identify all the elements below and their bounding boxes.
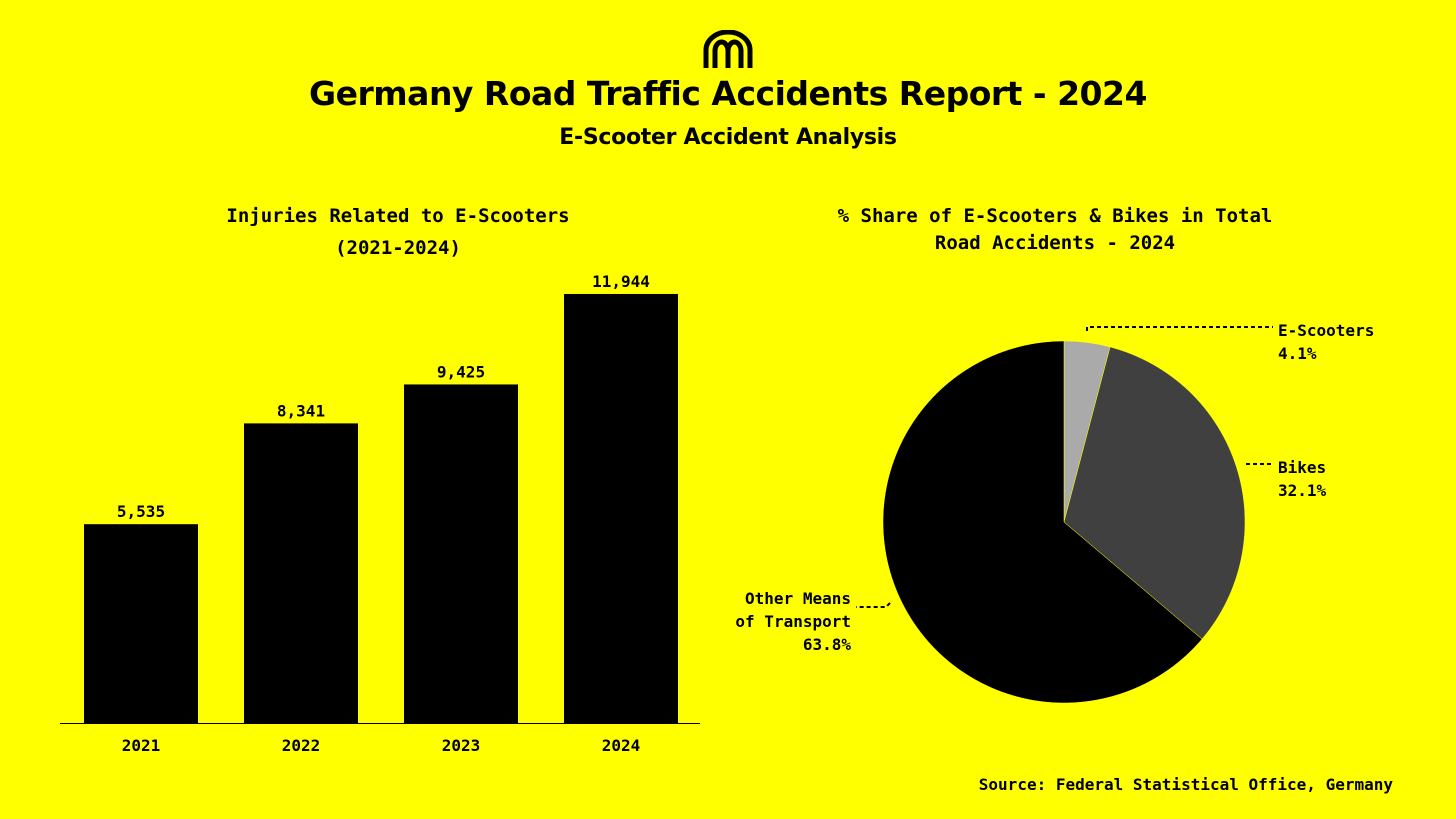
bar-value-label: 11,944 — [592, 272, 650, 291]
m-arches-logo-icon — [703, 30, 753, 68]
pie-percent-label: 32.1% — [1278, 481, 1327, 500]
bar-2023 — [404, 384, 518, 723]
pie-slice-bikes — [1063, 346, 1246, 640]
source-note: Source: Federal Statistical Office, Germ… — [978, 775, 1393, 794]
bar-value-label: 5,535 — [117, 502, 165, 521]
pie-percent-label: 4.1% — [1278, 344, 1317, 363]
pie-chart-title-line2: Road Accidents - 2024 — [934, 232, 1176, 254]
page-title: Germany Road Traffic Accidents Report - … — [309, 74, 1147, 113]
pie-chart-title: % Share of E-Scooters & Bikes in Total R… — [780, 203, 1330, 257]
bar-value-label: 8,341 — [277, 401, 325, 420]
pie-category-label: E-Scooters — [1278, 321, 1374, 340]
pie-leader-line — [856, 602, 891, 608]
x-tick-label: 2022 — [282, 736, 321, 755]
pie-percent-label: 63.8% — [803, 635, 852, 654]
bar-2022 — [244, 423, 358, 723]
x-tick-label: 2021 — [122, 736, 161, 755]
bar-chart-title-line2: (2021-2024) — [335, 237, 461, 259]
pie-chart-title-line1: % Share of E-Scooters & Bikes in Total — [837, 205, 1273, 227]
bar-chart: 5,535 2021 8,341 2022 9,425 2023 11,944 2024 — [60, 272, 700, 755]
pie-category-label: of Transport — [735, 612, 851, 631]
x-tick-label: 2023 — [442, 736, 481, 755]
pie-slice-other-means-of-transport — [882, 340, 1203, 704]
bar-2021 — [84, 524, 198, 723]
pie-leader-line — [1086, 326, 1273, 331]
bar-2024 — [564, 293, 678, 723]
x-tick-label: 2024 — [602, 736, 641, 755]
bar-chart-title-line1: Injuries Related to E-Scooters — [226, 205, 570, 227]
bar-value-label: 9,425 — [437, 362, 485, 381]
pie-category-label: Bikes — [1278, 458, 1326, 477]
page-subtitle: E-Scooter Accident Analysis — [559, 125, 897, 150]
pie-category-label: Other Means — [745, 589, 851, 608]
bar-chart-title: Injuries Related to E-Scooters (2021-202… — [148, 200, 648, 264]
